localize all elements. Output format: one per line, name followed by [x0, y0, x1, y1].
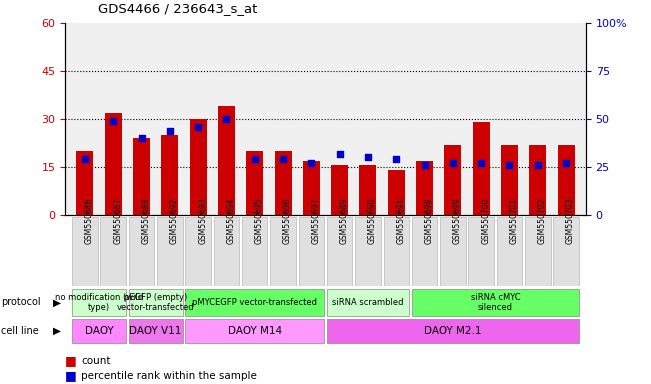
Text: pEGFP (empty)
vector-transfected: pEGFP (empty) vector-transfected — [117, 293, 195, 312]
Bar — [105, 113, 122, 215]
Bar — [445, 145, 462, 215]
Point — [249, 156, 260, 162]
Point — [79, 156, 90, 162]
Bar — [161, 135, 178, 215]
FancyBboxPatch shape — [157, 217, 182, 286]
Point — [448, 160, 458, 166]
Point — [533, 162, 543, 168]
Point — [278, 156, 288, 162]
FancyBboxPatch shape — [100, 217, 126, 286]
Point — [108, 118, 118, 124]
FancyBboxPatch shape — [270, 217, 296, 286]
Text: GSM550689: GSM550689 — [340, 197, 349, 243]
Text: GSM550698: GSM550698 — [424, 197, 434, 243]
Text: GSM550691: GSM550691 — [396, 197, 406, 243]
Text: GSM550701: GSM550701 — [510, 197, 518, 243]
FancyBboxPatch shape — [129, 319, 182, 343]
FancyBboxPatch shape — [242, 217, 268, 286]
Point — [221, 116, 232, 122]
Text: GSM550686: GSM550686 — [85, 197, 94, 243]
FancyBboxPatch shape — [469, 217, 494, 286]
Text: GSM550694: GSM550694 — [227, 197, 236, 244]
Point — [165, 127, 175, 134]
Point — [193, 124, 203, 130]
Text: DAOY: DAOY — [85, 326, 113, 336]
FancyBboxPatch shape — [299, 217, 324, 286]
Text: GSM550700: GSM550700 — [481, 197, 490, 244]
Point — [561, 160, 572, 166]
Text: ■: ■ — [65, 369, 77, 382]
Point — [136, 135, 146, 141]
Text: DAOY M2.1: DAOY M2.1 — [424, 326, 482, 336]
Bar — [189, 119, 206, 215]
Text: DAOY V11: DAOY V11 — [130, 326, 182, 336]
Bar — [218, 106, 235, 215]
FancyBboxPatch shape — [412, 289, 579, 316]
Text: GSM550703: GSM550703 — [566, 197, 575, 244]
Point — [306, 160, 316, 166]
Point — [391, 156, 402, 162]
Bar — [303, 161, 320, 215]
Bar — [529, 145, 546, 215]
Text: cell line: cell line — [1, 326, 39, 336]
Text: GSM550699: GSM550699 — [453, 197, 462, 244]
Bar — [416, 161, 433, 215]
FancyBboxPatch shape — [214, 217, 239, 286]
Bar — [501, 145, 518, 215]
Text: no modification (wild
type): no modification (wild type) — [55, 293, 143, 312]
Text: GSM550702: GSM550702 — [538, 197, 547, 243]
Point — [419, 162, 430, 168]
FancyBboxPatch shape — [497, 217, 522, 286]
Text: siRNA scrambled: siRNA scrambled — [332, 298, 404, 307]
Bar — [388, 170, 405, 215]
FancyBboxPatch shape — [553, 217, 579, 286]
Text: GSM550687: GSM550687 — [113, 197, 122, 243]
FancyBboxPatch shape — [186, 217, 211, 286]
FancyBboxPatch shape — [72, 319, 126, 343]
Text: pMYCEGFP vector-transfected: pMYCEGFP vector-transfected — [192, 298, 317, 307]
FancyBboxPatch shape — [355, 217, 381, 286]
Text: ▶: ▶ — [53, 326, 61, 336]
Bar — [246, 151, 263, 215]
FancyBboxPatch shape — [327, 319, 579, 343]
Point — [476, 160, 486, 166]
FancyBboxPatch shape — [327, 217, 352, 286]
FancyBboxPatch shape — [412, 217, 437, 286]
Text: GDS4466 / 236643_s_at: GDS4466 / 236643_s_at — [98, 2, 257, 15]
Text: GSM550697: GSM550697 — [311, 197, 320, 244]
Point — [505, 162, 515, 168]
Point — [335, 151, 345, 157]
FancyBboxPatch shape — [186, 319, 324, 343]
Text: siRNA cMYC
silenced: siRNA cMYC silenced — [471, 293, 520, 312]
Bar — [133, 138, 150, 215]
Bar — [275, 151, 292, 215]
Text: GSM550695: GSM550695 — [255, 197, 264, 244]
Text: ▶: ▶ — [53, 297, 61, 308]
Text: GSM550690: GSM550690 — [368, 197, 377, 244]
Text: count: count — [81, 356, 111, 366]
FancyBboxPatch shape — [129, 289, 182, 316]
FancyBboxPatch shape — [525, 217, 551, 286]
Text: GSM550693: GSM550693 — [198, 197, 207, 244]
Text: ■: ■ — [65, 354, 77, 367]
Bar — [558, 145, 575, 215]
Text: percentile rank within the sample: percentile rank within the sample — [81, 371, 257, 381]
FancyBboxPatch shape — [186, 289, 324, 316]
Bar — [473, 122, 490, 215]
Text: DAOY M14: DAOY M14 — [228, 326, 282, 336]
Text: GSM550688: GSM550688 — [141, 197, 150, 243]
Bar — [331, 166, 348, 215]
Text: GSM550692: GSM550692 — [170, 197, 179, 243]
FancyBboxPatch shape — [440, 217, 465, 286]
FancyBboxPatch shape — [383, 217, 409, 286]
FancyBboxPatch shape — [327, 289, 409, 316]
Text: GSM550696: GSM550696 — [283, 197, 292, 244]
FancyBboxPatch shape — [129, 217, 154, 286]
FancyBboxPatch shape — [72, 289, 126, 316]
Bar — [76, 151, 93, 215]
FancyBboxPatch shape — [72, 217, 98, 286]
Text: protocol: protocol — [1, 297, 41, 308]
Bar — [359, 166, 376, 215]
Point — [363, 154, 373, 161]
